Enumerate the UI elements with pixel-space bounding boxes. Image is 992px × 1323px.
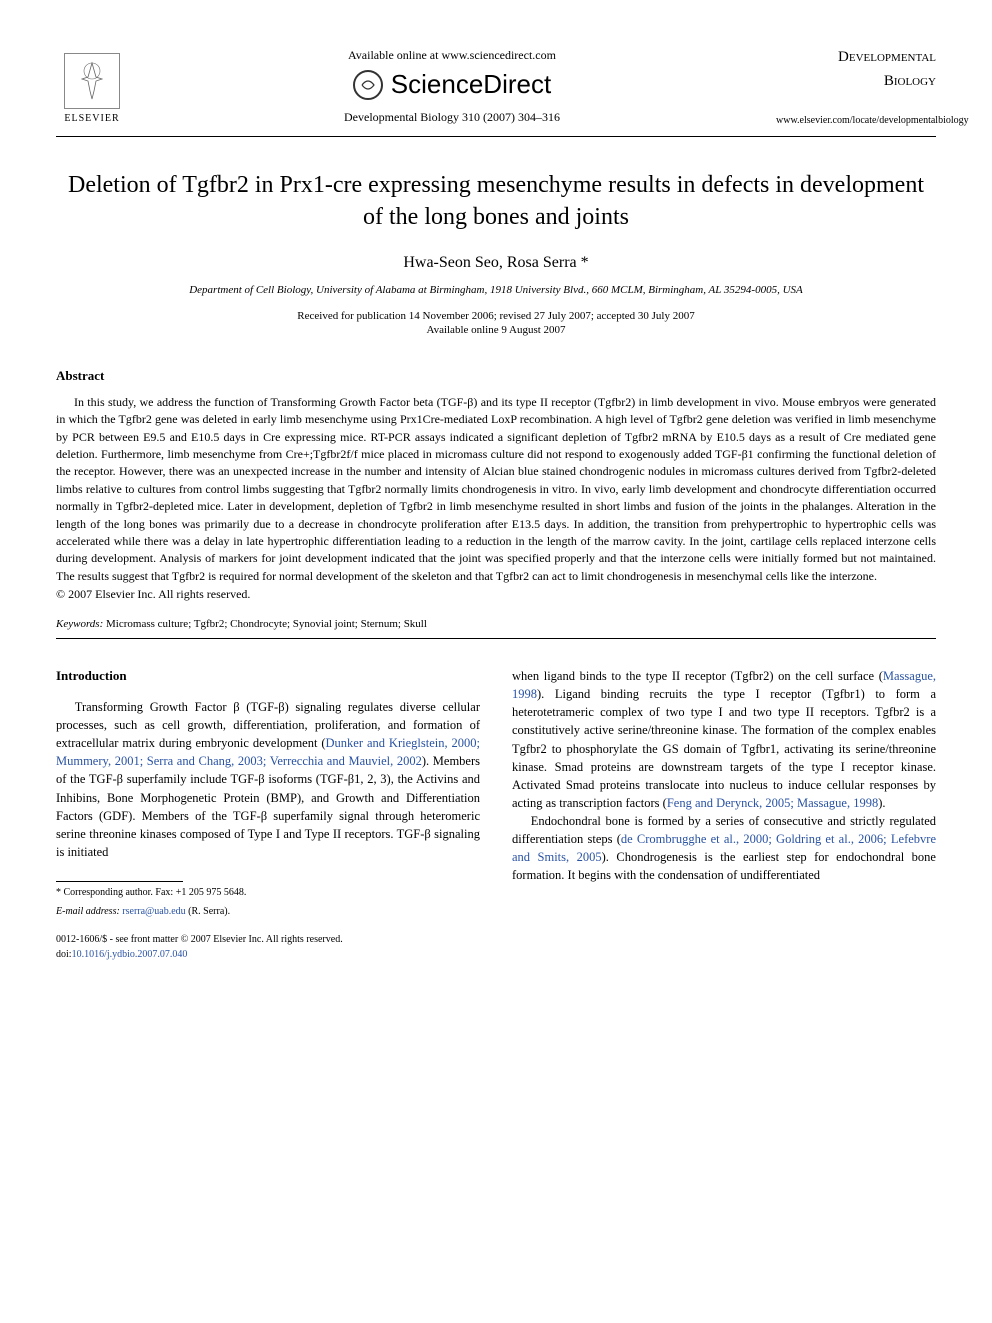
journal-reference: Developmental Biology 310 (2007) 304–316 [144, 110, 760, 125]
journal-name-line1: Developmental [776, 48, 936, 68]
right-column: when ligand binds to the type II recepto… [512, 667, 936, 962]
sciencedirect-icon [353, 70, 383, 100]
email-line: E-mail address: rserra@uab.edu (R. Serra… [56, 905, 480, 920]
abstract-heading: Abstract [56, 368, 936, 384]
keywords-rule [56, 638, 936, 639]
article-affiliation: Department of Cell Biology, University o… [56, 284, 936, 296]
available-online-text: Available online at www.sciencedirect.co… [144, 48, 760, 63]
keywords: Keywords: Micromass culture; Tgfbr2; Cho… [56, 618, 936, 630]
abstract-copyright: © 2007 Elsevier Inc. All rights reserved… [56, 587, 936, 602]
right-para-2: Endochondral bone is formed by a series … [512, 812, 936, 885]
elsevier-logo: ELSEVIER [56, 48, 128, 128]
article-dates-received: Received for publication 14 November 200… [56, 310, 936, 322]
right-para-1: when ligand binds to the type II recepto… [512, 667, 936, 812]
journal-name-line2: Biology [776, 72, 936, 92]
keywords-text: Micromass culture; Tgfbr2; Chondrocyte; … [103, 618, 427, 630]
left-column: Introduction Transforming Growth Factor … [56, 667, 480, 962]
introduction-heading: Introduction [56, 667, 480, 686]
right-text-1b: ). Ligand binding recruits the type I re… [512, 687, 936, 810]
email-label: E-mail address: [56, 906, 120, 917]
article-title: Deletion of Tgfbr2 in Prx1-cre expressin… [56, 169, 936, 234]
elsevier-label: ELSEVIER [64, 113, 119, 124]
right-text-1a: when ligand binds to the type II recepto… [512, 669, 883, 683]
body-columns: Introduction Transforming Growth Factor … [56, 667, 936, 962]
keywords-label: Keywords: [56, 618, 103, 630]
doi-block: 0012-1606/$ - see front matter © 2007 El… [56, 933, 480, 962]
right-text-1c: ). [878, 796, 885, 810]
sciencedirect-text: ScienceDirect [391, 69, 551, 100]
email-suffix: (R. Serra). [188, 906, 230, 917]
doi-line: doi:10.1016/j.ydbio.2007.07.040 [56, 948, 480, 963]
email-link[interactable]: rserra@uab.edu [120, 906, 188, 917]
issn-line: 0012-1606/$ - see front matter © 2007 El… [56, 933, 480, 948]
journal-url: www.elsevier.com/locate/developmentalbio… [776, 115, 936, 126]
intro-text-1b: ). Members of the TGF-β superfamily incl… [56, 754, 480, 859]
doi-label: doi: [56, 949, 72, 960]
doi-link[interactable]: 10.1016/j.ydbio.2007.07.040 [72, 949, 188, 960]
sciencedirect-logo: ScienceDirect [144, 69, 760, 100]
header-rule [56, 136, 936, 137]
citation-feng-derynck[interactable]: Feng and Derynck, 2005; Massague, 1998 [667, 796, 878, 810]
journal-brand: Developmental Biology www.elsevier.com/l… [776, 48, 936, 126]
page-header: ELSEVIER Available online at www.science… [56, 48, 936, 128]
corresponding-author: * Corresponding author. Fax: +1 205 975 … [56, 886, 480, 901]
article-dates-online: Available online 9 August 2007 [56, 324, 936, 336]
intro-para-1: Transforming Growth Factor β (TGF-β) sig… [56, 698, 480, 861]
footnote-rule [56, 881, 183, 882]
abstract-text: In this study, we address the function o… [56, 394, 936, 585]
elsevier-tree-icon [64, 53, 120, 109]
center-header: Available online at www.sciencedirect.co… [128, 48, 776, 125]
article-authors: Hwa-Seon Seo, Rosa Serra * [56, 254, 936, 272]
